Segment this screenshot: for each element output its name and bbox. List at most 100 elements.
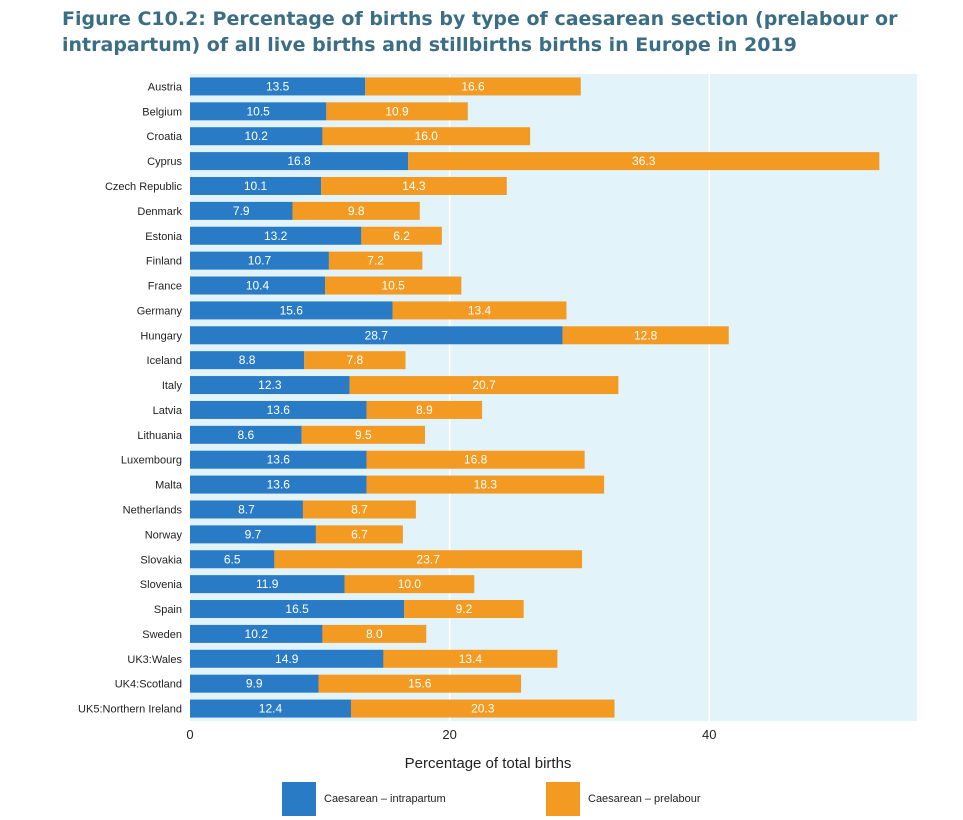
category-label-netherlands: Netherlands bbox=[123, 504, 183, 516]
value-label-intrapartum-czech-republic: 10.1 bbox=[244, 179, 268, 193]
bar-prelabour-norway bbox=[315, 525, 403, 544]
bar-prelabour-cyprus bbox=[408, 152, 880, 171]
plot-background bbox=[190, 74, 917, 721]
bar-prelabour-austria bbox=[365, 77, 581, 96]
bar-intrapartum-italy bbox=[190, 376, 350, 395]
bar-intrapartum-belgium bbox=[190, 102, 327, 121]
value-label-prelabour-netherlands: 8.7 bbox=[351, 502, 368, 516]
value-label-intrapartum-finland: 10.7 bbox=[248, 254, 272, 268]
value-label-intrapartum-france: 10.4 bbox=[246, 279, 270, 293]
x-axis-title: Percentage of total births bbox=[405, 755, 572, 772]
value-label-prelabour-denmark: 9.8 bbox=[348, 204, 365, 218]
value-label-intrapartum-hungary: 28.7 bbox=[365, 328, 389, 342]
value-label-intrapartum-uk3-wales: 14.9 bbox=[275, 652, 299, 666]
category-label-iceland: Iceland bbox=[147, 355, 182, 367]
value-label-prelabour-czech-republic: 14.3 bbox=[402, 179, 426, 193]
value-label-intrapartum-norway: 9.7 bbox=[245, 527, 262, 541]
bar-intrapartum-hungary bbox=[190, 326, 563, 345]
bar-prelabour-italy bbox=[349, 376, 619, 395]
bar-prelabour-slovenia bbox=[344, 575, 475, 594]
bar-prelabour-hungary bbox=[562, 326, 729, 345]
category-label-malta: Malta bbox=[155, 480, 183, 492]
value-label-prelabour-iceland: 7.8 bbox=[347, 353, 364, 367]
category-label-spain: Spain bbox=[154, 604, 182, 616]
category-label-norway: Norway bbox=[145, 529, 183, 541]
value-label-prelabour-france: 10.5 bbox=[381, 279, 405, 293]
bar-intrapartum-czech-republic bbox=[190, 176, 322, 195]
bar-prelabour-finland bbox=[328, 251, 423, 270]
value-label-intrapartum-croatia: 10.2 bbox=[245, 129, 269, 143]
category-label-slovakia: Slovakia bbox=[140, 554, 182, 566]
bar-intrapartum-finland bbox=[190, 251, 329, 270]
value-label-prelabour-germany: 13.4 bbox=[468, 303, 492, 317]
value-label-prelabour-uk5-northern-ireland: 20.3 bbox=[471, 702, 495, 716]
category-label-denmark: Denmark bbox=[137, 206, 182, 218]
category-label-czech-republic: Czech Republic bbox=[105, 181, 183, 193]
value-label-intrapartum-netherlands: 8.7 bbox=[238, 502, 255, 516]
bar-intrapartum-croatia bbox=[190, 127, 323, 146]
bar-intrapartum-lithuania bbox=[190, 425, 302, 444]
value-label-prelabour-cyprus: 36.3 bbox=[632, 154, 656, 168]
category-label-finland: Finland bbox=[146, 256, 182, 268]
value-label-prelabour-malta: 18.3 bbox=[474, 478, 498, 492]
value-label-intrapartum-slovakia: 6.5 bbox=[224, 552, 241, 566]
bar-prelabour-iceland bbox=[304, 351, 406, 370]
legend-label-prelabour: Caesarean – prelabour bbox=[588, 793, 701, 805]
bar-prelabour-france bbox=[325, 276, 462, 295]
category-label-croatia: Croatia bbox=[147, 131, 183, 143]
bar-intrapartum-netherlands bbox=[190, 500, 303, 519]
bar-intrapartum-malta bbox=[190, 475, 367, 494]
category-label-estonia: Estonia bbox=[145, 231, 183, 243]
value-label-prelabour-uk4-scotland: 15.6 bbox=[408, 677, 432, 691]
bar-prelabour-belgium bbox=[326, 102, 468, 121]
value-label-prelabour-latvia: 8.9 bbox=[416, 403, 433, 417]
bar-intrapartum-uk3-wales bbox=[190, 649, 384, 668]
category-label-austria: Austria bbox=[148, 81, 183, 93]
bar-intrapartum-germany bbox=[190, 301, 393, 320]
bar-prelabour-malta bbox=[366, 475, 605, 494]
category-label-belgium: Belgium bbox=[142, 106, 182, 118]
value-label-intrapartum-iceland: 8.8 bbox=[239, 353, 256, 367]
bar-intrapartum-spain bbox=[190, 600, 405, 619]
value-label-intrapartum-cyprus: 16.8 bbox=[287, 154, 311, 168]
bar-intrapartum-cyprus bbox=[190, 152, 409, 171]
category-label-france: France bbox=[148, 281, 182, 293]
category-label-slovenia: Slovenia bbox=[140, 579, 183, 591]
bar-intrapartum-denmark bbox=[190, 201, 293, 220]
value-label-prelabour-sweden: 8.0 bbox=[366, 627, 383, 641]
value-label-intrapartum-italy: 12.3 bbox=[258, 378, 282, 392]
bar-prelabour-denmark bbox=[292, 201, 420, 220]
value-label-prelabour-finland: 7.2 bbox=[367, 254, 384, 268]
value-label-prelabour-hungary: 12.8 bbox=[634, 328, 658, 342]
category-label-latvia: Latvia bbox=[153, 405, 183, 417]
x-tick-label-20: 20 bbox=[442, 727, 456, 742]
bar-prelabour-uk5-northern-ireland bbox=[350, 699, 615, 718]
value-label-prelabour-slovakia: 23.7 bbox=[417, 552, 441, 566]
value-label-intrapartum-malta: 13.6 bbox=[267, 478, 291, 492]
bar-intrapartum-france bbox=[190, 276, 326, 295]
value-label-prelabour-spain: 9.2 bbox=[456, 602, 473, 616]
bar-intrapartum-uk4-scotland bbox=[190, 674, 319, 693]
bar-intrapartum-sweden bbox=[190, 624, 323, 643]
legend-swatch-intrapartum bbox=[282, 782, 316, 816]
bar-prelabour-latvia bbox=[366, 400, 483, 419]
value-label-prelabour-luxembourg: 16.8 bbox=[464, 453, 488, 467]
bar-prelabour-czech-republic bbox=[321, 176, 507, 195]
value-label-intrapartum-germany: 15.6 bbox=[280, 303, 304, 317]
value-label-prelabour-austria: 16.6 bbox=[461, 79, 485, 93]
value-label-prelabour-norway: 6.7 bbox=[351, 527, 368, 541]
value-label-intrapartum-austria: 13.5 bbox=[266, 79, 290, 93]
bar-prelabour-netherlands bbox=[302, 500, 416, 519]
value-label-intrapartum-latvia: 13.6 bbox=[267, 403, 291, 417]
category-label-uk3-wales: UK3:Wales bbox=[127, 654, 182, 666]
bar-prelabour-luxembourg bbox=[366, 450, 585, 469]
bar-intrapartum-slovakia bbox=[190, 550, 275, 569]
value-label-prelabour-italy: 20.7 bbox=[472, 378, 496, 392]
bar-intrapartum-estonia bbox=[190, 226, 362, 245]
value-label-prelabour-slovenia: 10.0 bbox=[398, 577, 422, 591]
bar-intrapartum-norway bbox=[190, 525, 316, 544]
bar-intrapartum-slovenia bbox=[190, 575, 345, 594]
value-label-prelabour-croatia: 16.0 bbox=[415, 129, 439, 143]
value-label-intrapartum-lithuania: 8.6 bbox=[237, 428, 254, 442]
category-label-lithuania: Lithuania bbox=[137, 430, 183, 442]
